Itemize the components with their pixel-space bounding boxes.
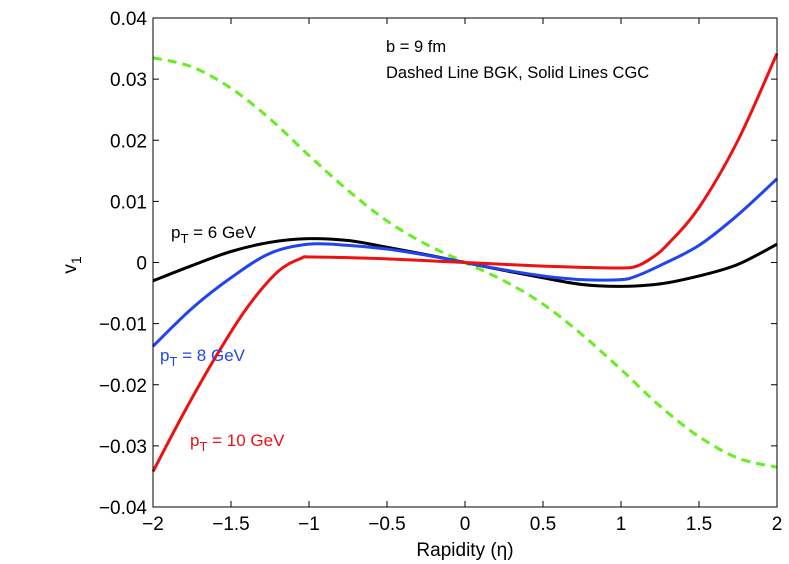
annotation-legend-description: Dashed Line BGK, Solid Lines CGC: [386, 64, 649, 82]
x-tick-label: −0.5: [368, 514, 406, 535]
y-tick-label: −0.01: [99, 315, 147, 336]
series-label-pt-6: pT = 6 GeV: [171, 223, 257, 246]
x-tick-label: 1: [616, 514, 627, 535]
y-tick-label: 0.02: [110, 131, 147, 152]
x-tick-label: 2: [772, 514, 783, 535]
x-tick-label: 0: [460, 514, 471, 535]
y-tick-label: −0.02: [99, 376, 147, 397]
y-tick-label: −0.04: [99, 498, 148, 519]
x-tick-label: −2: [142, 514, 164, 535]
x-axis-label: Rapidity (η): [416, 540, 513, 561]
series-label-pt-10: pT = 10 GeV: [190, 431, 285, 454]
x-tick-label: 0.5: [530, 514, 556, 535]
series-label-pt-8: pT = 8 GeV: [160, 346, 246, 369]
plot-lines: [151, 52, 779, 473]
y-tick-label: 0.01: [110, 192, 147, 213]
series-line-pt-10-gev: [151, 52, 779, 473]
x-tick-label: 1.5: [686, 514, 712, 535]
y-axis-label: v1: [60, 256, 84, 274]
axis-tick-labels: −2 −1.5 −1 −0.5 0 0.5 1 1.5 2 −0.04 −0.03 −0.02 −0.0…: [99, 9, 782, 535]
x-tick-label: −1.5: [212, 514, 250, 535]
x-tick-label: −1: [298, 514, 320, 535]
series-line-pt-8-gev: [151, 177, 779, 348]
annotation-impact-parameter: b = 9 fm: [386, 38, 446, 56]
y-tick-label: 0.04: [110, 9, 147, 30]
y-tick-label: −0.03: [99, 437, 147, 458]
y-tick-label: 0.03: [110, 70, 147, 91]
axis-ticks: [152, 17, 778, 508]
y-tick-label: 0: [136, 254, 147, 275]
